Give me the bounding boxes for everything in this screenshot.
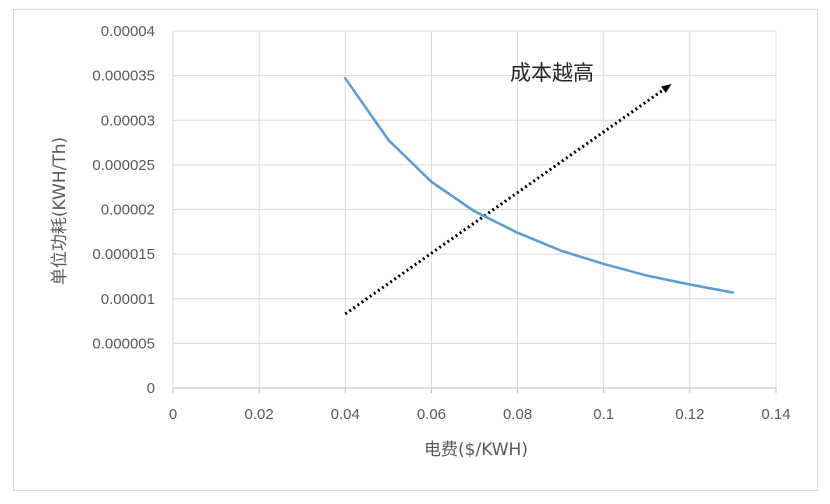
x-tick-label: 0.06 [417, 406, 446, 423]
x-tick-label: 0.12 [675, 406, 704, 423]
y-tick-label: 0 [147, 380, 155, 397]
chart-frame [13, 9, 818, 491]
y-tick-labels: 0 0.000005 0.00001 0.000015 0.00002 0.000025 0… [92, 23, 155, 397]
x-tick-label: 0.02 [245, 406, 274, 423]
y-tick-label: 0.000025 [92, 157, 155, 174]
x-tick-label: 0.1 [593, 406, 614, 423]
y-tick-label: 0.00001 [101, 291, 155, 308]
x-tick-label: 0.08 [503, 406, 532, 423]
x-tick-label: 0 [169, 406, 177, 423]
y-tick-label: 0.000005 [92, 335, 155, 352]
annotation-arrow-group [344, 84, 672, 316]
y-tick-label: 0.000015 [92, 246, 155, 263]
y-tick-label: 0.00002 [101, 202, 155, 219]
x-tick-labels: 0 0.02 0.04 0.06 0.08 0.1 0.12 0.14 [169, 406, 791, 423]
x-tick-label: 0.04 [331, 406, 360, 423]
y-axis-title: 单位功耗(KWH/Th) [50, 137, 70, 285]
x-tick-label: 0.14 [761, 406, 790, 423]
y-tick-label: 0.00004 [101, 23, 155, 40]
x-axis-title: 电费($/KWH) [424, 440, 528, 460]
y-tick-label: 0.000035 [92, 68, 155, 85]
series-group [344, 77, 735, 294]
series-line-0 [344, 77, 735, 294]
grid [172, 30, 777, 393]
annotation-label: 成本越高 [510, 61, 594, 85]
y-tick-label: 0.00003 [101, 112, 155, 129]
data-points [344, 77, 734, 294]
annotation-arrow [344, 84, 672, 316]
